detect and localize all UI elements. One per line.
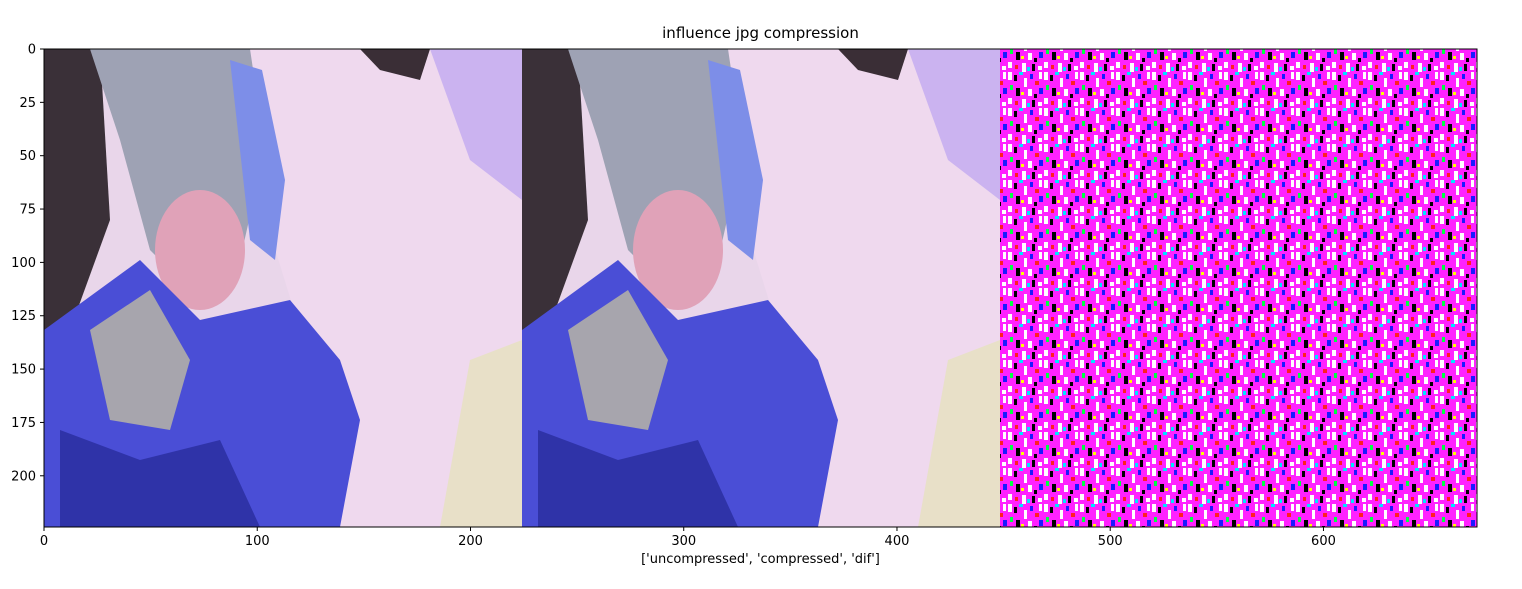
lavender-patch bbox=[908, 49, 1000, 200]
y-tick-label: 175 bbox=[11, 416, 36, 431]
wall-right bbox=[918, 340, 1000, 527]
noise-field bbox=[1000, 49, 1477, 527]
y-tick-label: 150 bbox=[11, 363, 36, 378]
x-tick-label: 600 bbox=[1311, 534, 1336, 549]
dark-hair-left bbox=[44, 49, 110, 340]
dark-hair-left bbox=[522, 49, 588, 340]
y-ticks: 0 25 50 75 100 125 150 175 200 bbox=[11, 43, 44, 484]
hood-blue-band bbox=[230, 60, 285, 260]
hand bbox=[155, 190, 245, 310]
x-axis-label: ['uncompressed', 'compressed', 'dif'] bbox=[641, 552, 880, 567]
x-tick-label: 400 bbox=[885, 534, 910, 549]
jacket-dark bbox=[538, 430, 738, 527]
axes-frame bbox=[43, 48, 1478, 528]
y-tick-label: 125 bbox=[11, 309, 36, 324]
y-tick-label: 200 bbox=[11, 469, 36, 484]
y-tick-label: 0 bbox=[28, 43, 36, 58]
panel-compressed bbox=[522, 49, 1000, 527]
x-tick-label: 200 bbox=[458, 534, 483, 549]
x-tick-label: 0 bbox=[40, 534, 48, 549]
hood-blue-band bbox=[708, 60, 763, 260]
hair-top bbox=[360, 49, 430, 80]
wall-right bbox=[440, 340, 522, 527]
jacket-grey bbox=[568, 290, 668, 430]
y-tick-label: 75 bbox=[19, 203, 36, 218]
chart-title: influence jpg compression bbox=[662, 24, 859, 42]
panel-dif bbox=[1000, 49, 1477, 527]
y-tick-label: 100 bbox=[11, 256, 36, 271]
x-ticks: 0 100 200 300 400 500 600 bbox=[40, 527, 1336, 549]
x-tick-label: 100 bbox=[245, 534, 270, 549]
y-tick-label: 25 bbox=[19, 96, 36, 111]
jacket-grey bbox=[90, 290, 190, 430]
jacket-dark bbox=[60, 430, 260, 527]
hair-top bbox=[838, 49, 908, 80]
panel-uncompressed bbox=[44, 49, 522, 527]
lavender-patch bbox=[430, 49, 522, 200]
x-tick-label: 500 bbox=[1098, 534, 1123, 549]
x-tick-label: 300 bbox=[671, 534, 696, 549]
hand bbox=[633, 190, 723, 310]
y-tick-label: 50 bbox=[19, 149, 36, 164]
